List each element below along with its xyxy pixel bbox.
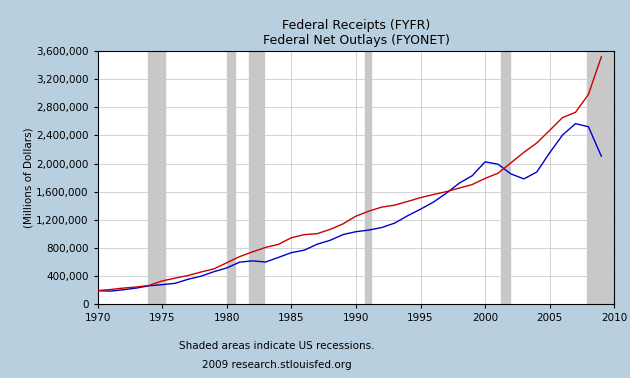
Bar (227, 51, 234, 304)
Bar (501, 51, 510, 304)
Bar (587, 51, 614, 304)
Text: Shaded areas indicate US recessions.: Shaded areas indicate US recessions. (180, 341, 375, 351)
Bar (249, 51, 264, 304)
Y-axis label: (Millions of Dollars): (Millions of Dollars) (23, 127, 33, 228)
Bar (365, 51, 372, 304)
Text: 2009 research.stlouisfed.org: 2009 research.stlouisfed.org (202, 360, 352, 370)
Bar (148, 51, 165, 304)
Title: Federal Receipts (FYFR)
Federal Net Outlays (FYONET): Federal Receipts (FYFR) Federal Net Outl… (263, 19, 449, 47)
